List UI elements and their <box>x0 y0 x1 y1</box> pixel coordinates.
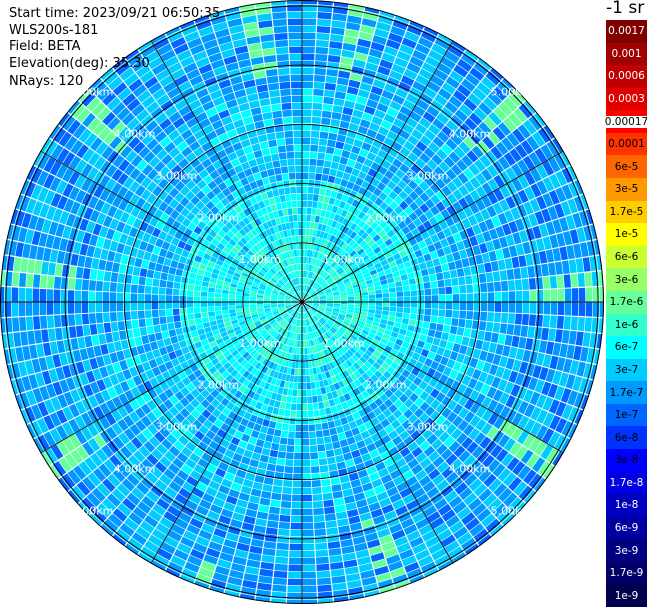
colorbar-swatch <box>606 20 647 44</box>
colorbar-label: 1e-9 <box>614 589 639 602</box>
colorbar-swatch <box>606 65 647 89</box>
colorbar-label: 3e-7 <box>614 363 639 376</box>
range-ring-label: 1.00km <box>239 253 281 266</box>
azimuth-spoke <box>150 40 303 303</box>
colorbar-swatch <box>606 87 647 111</box>
colorbar-swatch <box>606 516 647 540</box>
colorbar-label: 3e-8 <box>614 454 639 467</box>
colorbar-swatch <box>606 448 647 473</box>
colorbar-label: 3e-5 <box>614 183 639 196</box>
range-ring-label: 5.00km <box>491 504 533 517</box>
azimuth-spoke <box>301 301 564 454</box>
colorbar-label: 0.0006 <box>608 70 645 83</box>
range-ring-label: 2.00km <box>198 379 240 392</box>
ppi-scan: 1.00km 1.00km 1.00km 1.00km 2.00km 2.00km 2.00… <box>0 0 604 604</box>
range-ring-label: 1.00km <box>323 337 365 350</box>
range-ring-label: 5.00km <box>72 86 114 99</box>
colorbar: 0.0017 0.001 0.0006 0.0003 0.00017 0.0001 6e-5… <box>602 20 647 607</box>
azimuth-spoke <box>301 150 564 303</box>
range-ring-label: 3.00km <box>156 421 198 434</box>
colorbar-label: 0.0003 <box>608 93 645 106</box>
range-ring-label: 4.00km <box>114 463 156 476</box>
nrays-label: NRays: 120 <box>9 74 84 89</box>
range-ring-label: 3.00km <box>407 169 449 182</box>
range-ring-label: 2.00km <box>365 211 407 224</box>
colorbar-label: 1.7e-9 <box>609 567 644 580</box>
colorbar-label: 6e-5 <box>614 160 639 173</box>
colorbar-label: 1e-6 <box>614 318 639 331</box>
radar-plot: 1.00km 1.00km 1.00km 1.00km 2.00km 2.00km 2.00… <box>0 0 604 604</box>
colorbar-swatch <box>606 426 647 450</box>
colorbar-swatch <box>606 561 647 585</box>
range-ring-label: 3.00km <box>407 421 449 434</box>
azimuth-spoke <box>301 301 454 564</box>
scan-info: Start time: 2023/09/21 06:50:35 WLS200s-… <box>9 6 220 91</box>
colorbar-swatch <box>606 42 647 66</box>
colorbar-label: 1.7e-7 <box>609 386 644 399</box>
colorbar-swatch <box>606 223 647 247</box>
colorbar-label: 0.0001 <box>608 138 645 151</box>
colorbar-label: 0.001 <box>611 47 642 60</box>
colorbar-swatch <box>606 494 647 518</box>
colorbar-swatch <box>606 200 647 224</box>
azimuth-spoke <box>301 40 454 303</box>
colorbar-label: 1e-5 <box>614 228 639 241</box>
colorbar-swatch <box>606 132 647 156</box>
azimuth-spoke <box>40 301 303 454</box>
colorbar-label: 3e-6 <box>614 273 639 286</box>
colorbar-swatch <box>606 539 647 563</box>
instrument-label: WLS200s-181 <box>9 22 99 38</box>
colorbar-label: 0.0017 <box>608 25 645 38</box>
range-ring-label: 2.00km <box>365 379 407 392</box>
colorbar-swatch <box>606 471 647 495</box>
range-ring-label: 5.00km <box>491 86 533 99</box>
colorbar-label: 6e-8 <box>614 431 639 444</box>
colorbar-swatch <box>606 584 647 607</box>
colorbar-label: 1e-8 <box>614 499 639 512</box>
colorbar-label: 1.7e-5 <box>609 205 644 218</box>
colorbar-swatch <box>606 178 647 202</box>
range-ring-label: 1.00km <box>239 337 281 350</box>
range-ring-label: 3.00km <box>156 169 198 182</box>
colorbar-swatch <box>606 245 647 269</box>
colorbar-swatch <box>606 336 647 360</box>
range-ring-label: 4.00km <box>449 128 491 141</box>
colorbar-swatch <box>606 381 647 405</box>
colorbar-label: 6e-6 <box>614 251 639 264</box>
colorbar-swatch <box>606 358 647 382</box>
colorbar-swatch <box>606 155 647 179</box>
start-time-label: Start time: 2023/09/21 06:50:35 <box>9 6 221 21</box>
range-ring-label: 4.00km <box>449 463 491 476</box>
colorbar-swatch <box>606 268 647 292</box>
colorbar-label: 0.00017 <box>602 115 647 128</box>
colorbar-title: -1 sr <box>606 0 645 18</box>
colorbar-swatch <box>606 403 647 427</box>
colorbar-label: 3e-9 <box>614 544 639 557</box>
colorbar-label: 6e-9 <box>614 521 639 534</box>
elevation-label: Elevation(deg): 35.30 <box>9 55 150 71</box>
field-label: Field: BETA <box>9 39 81 54</box>
colorbar-label: 1e-7 <box>614 409 639 422</box>
range-ring-label: 5.00km <box>72 504 114 517</box>
colorbar-swatch <box>606 290 647 314</box>
colorbar-label: 1.7e-8 <box>609 476 644 489</box>
range-ring-label: 2.00km <box>198 211 240 224</box>
colorbar-label: 6e-7 <box>614 341 639 354</box>
azimuth-spoke <box>150 301 303 564</box>
range-ring-label: 1.00km <box>323 253 365 266</box>
colorbar-label: 1.7e-6 <box>609 296 644 309</box>
colorbar-swatch <box>606 313 647 337</box>
azimuth-spoke <box>40 150 303 303</box>
range-ring-label: 4.00km <box>114 128 156 141</box>
